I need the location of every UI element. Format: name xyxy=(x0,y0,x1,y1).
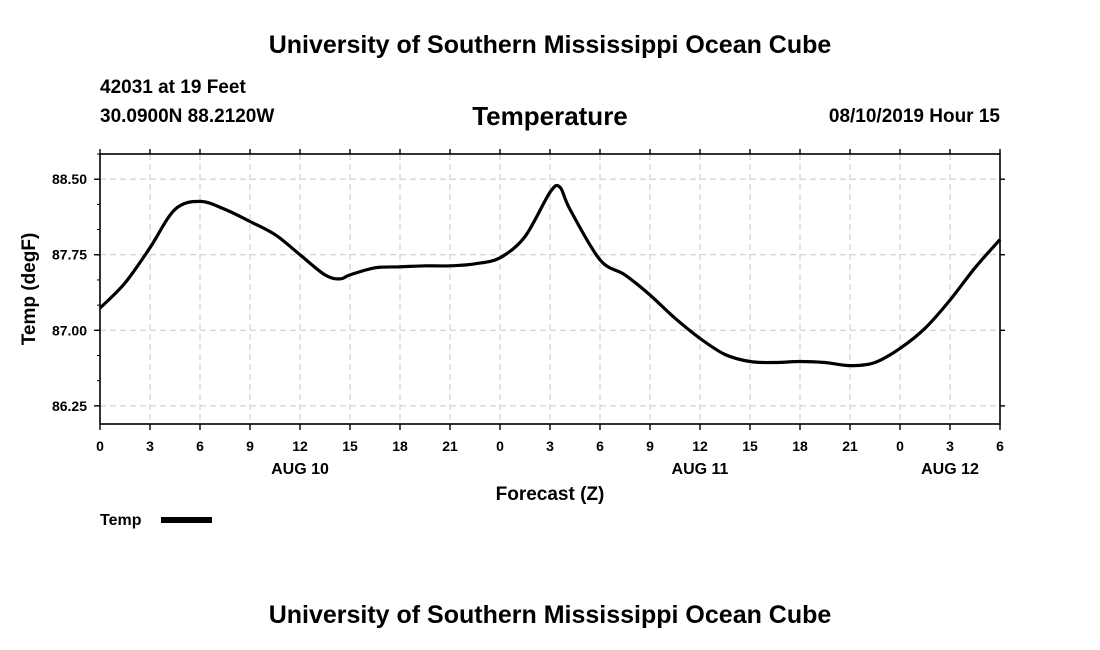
legend-label: Temp xyxy=(100,512,142,529)
x-tick-label: 6 xyxy=(596,438,604,454)
x-tick-label: 3 xyxy=(546,438,554,454)
x-axis-label: Forecast (Z) xyxy=(496,484,605,505)
x-tick-label: 0 xyxy=(896,438,904,454)
date-label: AUG 10 xyxy=(271,461,329,478)
y-tick-label: 87.75 xyxy=(52,247,87,263)
x-tick-label: 0 xyxy=(496,438,504,454)
header-title: University of Southern Mississippi Ocean… xyxy=(268,31,832,59)
datetime-label: 08/10/2019 Hour 15 xyxy=(828,106,1000,127)
x-tick-label: 18 xyxy=(792,438,808,454)
x-tick-label: 6 xyxy=(996,438,1004,454)
y-tick-label: 88.50 xyxy=(52,171,87,187)
x-tick-label: 6 xyxy=(196,438,204,454)
x-tick-label: 21 xyxy=(442,438,458,454)
x-tick-label: 18 xyxy=(392,438,408,454)
chart-title: Temperature xyxy=(472,101,628,131)
x-tick-label: 15 xyxy=(342,438,358,454)
x-tick-label: 3 xyxy=(946,438,954,454)
date-label: AUG 11 xyxy=(672,461,729,478)
x-tick-label: 12 xyxy=(292,438,308,454)
date-label: AUG 12 xyxy=(921,461,979,478)
y-tick-label: 86.25 xyxy=(52,398,87,414)
x-tick-label: 15 xyxy=(742,438,758,454)
x-tick-label: 9 xyxy=(246,438,254,454)
y-tick-label: 87.00 xyxy=(52,322,87,338)
station-label: 42031 at 19 Feet xyxy=(100,77,246,98)
footer-title: University of Southern Mississippi Ocean… xyxy=(268,601,832,629)
x-tick-label: 12 xyxy=(692,438,708,454)
series-temp-line xyxy=(98,183,1002,368)
x-tick-label: 0 xyxy=(96,438,104,454)
x-tick-label: 9 xyxy=(646,438,654,454)
coordinates-label: 30.0900N 88.2120W xyxy=(100,106,275,127)
x-tick-label: 21 xyxy=(842,438,858,454)
y-axis-label: Temp (degF) xyxy=(19,233,40,346)
x-tick-label: 3 xyxy=(146,438,154,454)
